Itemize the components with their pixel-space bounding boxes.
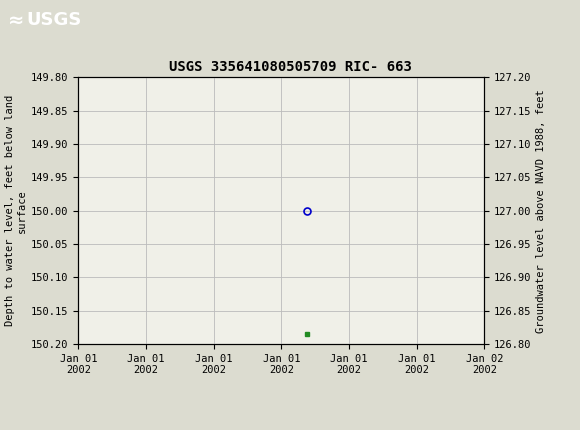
Y-axis label: Depth to water level, feet below land
surface: Depth to water level, feet below land su… [5, 95, 27, 326]
Text: USGS: USGS [26, 12, 81, 29]
Text: ≈: ≈ [8, 11, 24, 30]
Y-axis label: Groundwater level above NAVD 1988, feet: Groundwater level above NAVD 1988, feet [536, 89, 546, 332]
Text: USGS 335641080505709 RIC- 663: USGS 335641080505709 RIC- 663 [169, 60, 411, 74]
